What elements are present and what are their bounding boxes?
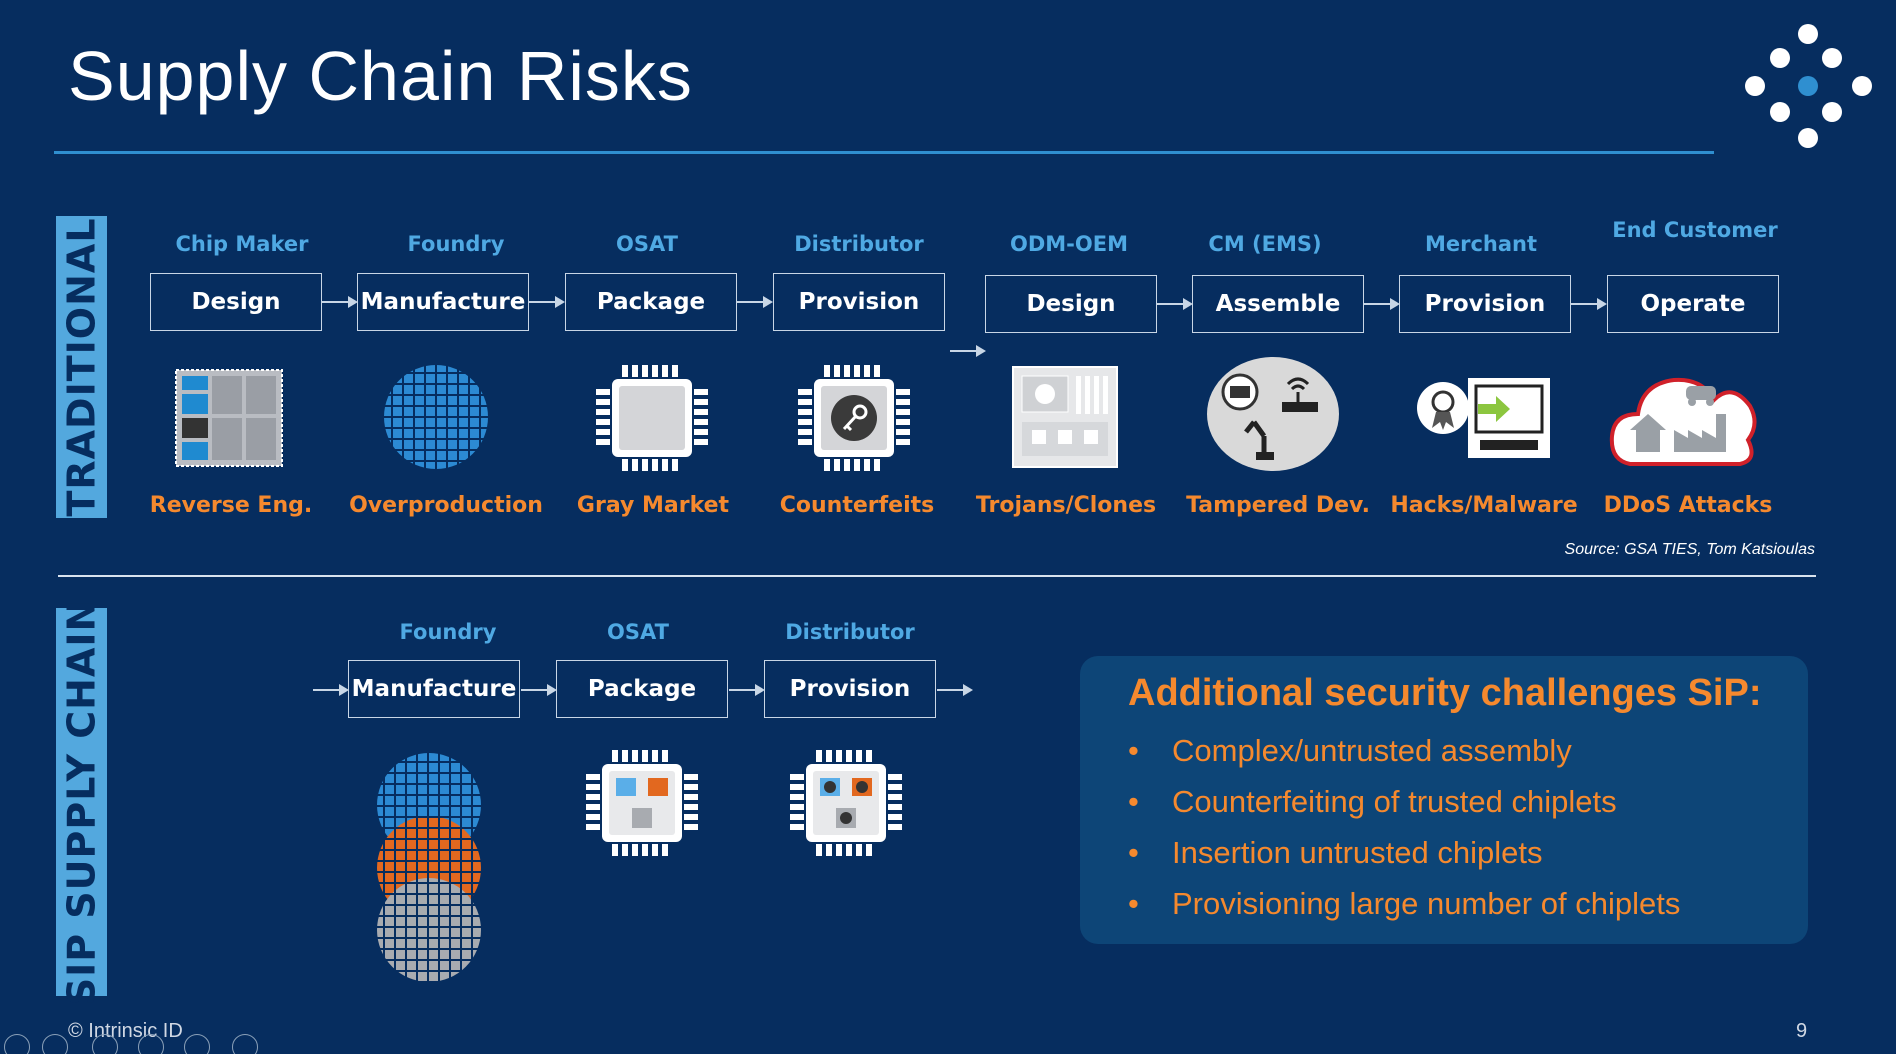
step-package: Package <box>565 273 737 331</box>
sip-role-foundry: Foundry <box>399 620 497 644</box>
slide-title: Supply Chain Risks <box>68 37 693 115</box>
role-chip-maker: Chip Maker <box>175 232 309 256</box>
step-manufacture: Manufacture <box>357 273 529 331</box>
flow-arrow-icon <box>313 684 349 696</box>
role-end-customer: End Customer <box>1612 218 1778 242</box>
step-assemble: Assemble <box>1192 275 1364 333</box>
risk-tampered-dev: Tampered Dev. <box>1186 493 1370 518</box>
traditional-label: TRADITIONAL <box>56 216 107 518</box>
role-foundry: Foundry <box>407 232 505 256</box>
key-chip-icon <box>798 365 910 471</box>
step-operate: Operate <box>1607 275 1779 333</box>
callout-bullet: • Complex/untrusted assembly <box>1128 733 1572 768</box>
callout-bullet: • Provisioning large number of chiplets <box>1128 886 1681 921</box>
callout-title: Additional security challenges SiP: <box>1128 672 1762 714</box>
sip-step-package: Package <box>556 660 728 718</box>
computer-certificate-icon <box>1417 378 1550 458</box>
bullet-text: Complex/untrusted assembly <box>1172 733 1572 768</box>
next-slide-icon[interactable] <box>42 1034 68 1054</box>
sip-step-manufacture: Manufacture <box>348 660 520 718</box>
callout-panel <box>1080 656 1808 944</box>
wafer-icon <box>384 365 488 469</box>
risk-hacks-malware: Hacks/Malware <box>1390 493 1578 518</box>
step-merchant-provision: Provision <box>1399 275 1571 333</box>
flow-arrow-icon <box>521 684 557 696</box>
flow-arrow-icon <box>729 684 765 696</box>
multi-key-chip-icon <box>790 750 902 856</box>
step-design: Design <box>150 273 322 331</box>
page-number: 9 <box>1796 1020 1808 1042</box>
sip-supply-chain-label: SIP SUPPLY CHAIN <box>56 599 107 1005</box>
company-logo-icon <box>1745 24 1872 148</box>
sip-label-text: SIP SUPPLY CHAIN <box>59 598 104 1006</box>
title-rule <box>54 151 1714 154</box>
flow-arrow-icon <box>529 296 565 308</box>
risk-gray-market: Gray Market <box>576 493 730 518</box>
risk-trojans-clones: Trojans/Clones <box>975 493 1157 518</box>
risk-counterfeits: Counterfeits <box>779 493 935 518</box>
flow-arrow-icon <box>1364 298 1400 310</box>
role-cm-ems: CM (EMS) <box>1208 232 1322 256</box>
bullet-text: Counterfeiting of trusted chiplets <box>1172 784 1617 819</box>
step-oem-design: Design <box>985 275 1157 333</box>
assembly-devices-icon <box>1207 357 1339 471</box>
risk-overproduction: Overproduction <box>349 493 543 518</box>
footer-copyright: © Intrinsic ID <box>68 1020 183 1042</box>
traditional-label-text: TRADITIONAL <box>59 217 104 517</box>
see-all-slides-icon[interactable] <box>138 1034 164 1054</box>
section-divider <box>58 575 1816 577</box>
previous-slide-icon[interactable] <box>4 1034 30 1054</box>
cloud-iot-icon <box>1609 377 1757 466</box>
multi-die-chip-icon <box>586 750 698 856</box>
bullet-text: Provisioning large number of chiplets <box>1172 886 1681 921</box>
circuit-board-icon <box>1012 366 1118 468</box>
sip-role-distributor: Distributor <box>785 620 915 644</box>
more-options-icon[interactable] <box>232 1034 258 1054</box>
risk-reverse-eng: Reverse Eng. <box>149 493 313 518</box>
risk-ddos-attacks: DDoS Attacks <box>1603 493 1773 518</box>
flow-arrow-icon <box>1157 298 1193 310</box>
pen-tool-icon[interactable] <box>92 1034 118 1054</box>
role-distributor: Distributor <box>794 232 924 256</box>
flow-arrow-icon <box>937 684 973 696</box>
chip-die-icon <box>175 369 283 467</box>
sip-role-osat: OSAT <box>607 620 669 644</box>
stacked-wafers-icon <box>377 753 481 982</box>
role-osat: OSAT <box>616 232 678 256</box>
packaged-chip-icon <box>596 365 708 471</box>
flow-arrow-icon <box>950 345 986 357</box>
callout-bullet: • Insertion untrusted chiplets <box>1128 835 1543 870</box>
flow-arrow-icon <box>737 296 773 308</box>
callout-bullet: • Counterfeiting of trusted chiplets <box>1128 784 1617 819</box>
flow-arrow-icon <box>322 296 358 308</box>
step-provision: Provision <box>773 273 945 331</box>
source-note: Source: GSA TIES, Tom Katsioulas <box>1564 541 1815 558</box>
flow-arrow-icon <box>1571 298 1607 310</box>
bullet-text: Insertion untrusted chiplets <box>1172 835 1543 870</box>
role-merchant: Merchant <box>1424 232 1538 256</box>
sip-step-provision: Provision <box>764 660 936 718</box>
role-odm-oem: ODM-OEM <box>1010 232 1128 256</box>
zoom-icon[interactable] <box>184 1034 210 1054</box>
